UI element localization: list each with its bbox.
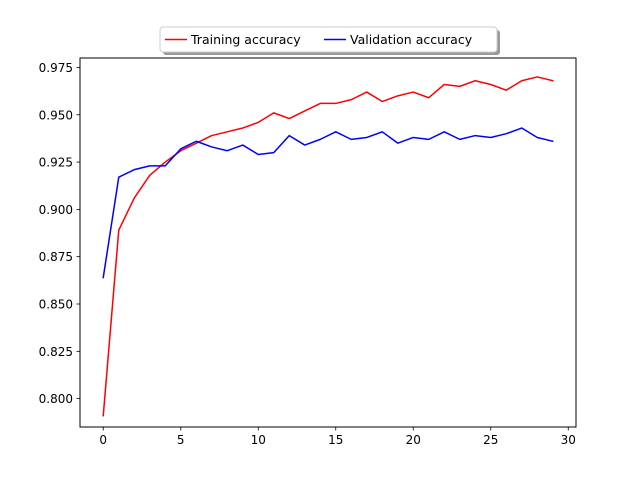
y-tick-label: 0.850 <box>39 298 73 312</box>
y-tick-label: 0.925 <box>39 156 73 170</box>
legend-label: Training accuracy <box>190 32 301 47</box>
legend-label: Validation accuracy <box>350 32 473 47</box>
series-line-0 <box>102 76 554 417</box>
x-tick-label: 30 <box>561 433 576 447</box>
x-tick-label: 20 <box>406 433 421 447</box>
y-tick-label: 0.975 <box>39 61 73 75</box>
x-tick-label: 5 <box>177 433 185 447</box>
y-tick-label: 0.825 <box>39 345 73 359</box>
x-tick-label: 15 <box>328 433 343 447</box>
y-tick-label: 0.800 <box>39 392 73 406</box>
series-line-1 <box>102 127 554 279</box>
x-tick-label: 10 <box>251 433 266 447</box>
x-tick-label: 25 <box>483 433 498 447</box>
legend: Training accuracy Validation accuracy <box>159 26 500 55</box>
x-tick-label: 0 <box>99 433 107 447</box>
y-tick-label: 0.875 <box>39 250 73 264</box>
y-tick-label: 0.950 <box>39 108 73 122</box>
plot-area-frame <box>79 57 577 428</box>
y-tick-label: 0.900 <box>39 203 73 217</box>
